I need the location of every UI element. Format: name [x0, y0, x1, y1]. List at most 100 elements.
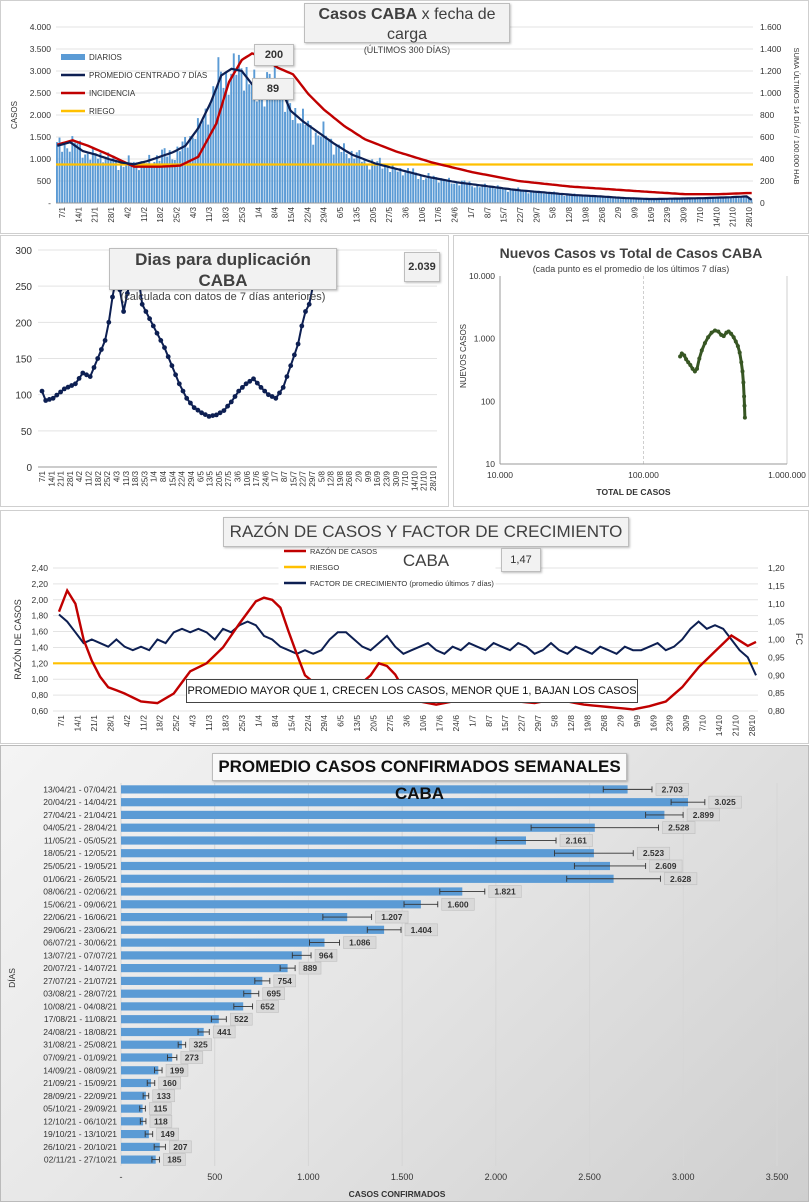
- x-tick-label: 13/5: [206, 470, 215, 486]
- x-tick-label: 1.500: [391, 1172, 414, 1182]
- diarios-bar: [294, 108, 297, 203]
- x-tick-label: 21/1: [89, 715, 99, 732]
- diarios-bar: [519, 189, 522, 203]
- duplicacion-point: [50, 395, 56, 401]
- x-tick-label: 24/6: [451, 715, 461, 732]
- x-tick-label: 25/2: [171, 715, 181, 732]
- diarios-bar: [125, 163, 128, 203]
- diarios-bar: [371, 159, 374, 203]
- diarios-bar: [237, 54, 240, 204]
- y-tick-label: 0: [26, 463, 32, 474]
- diarios-bar: [194, 138, 197, 203]
- x-tick-label: 10/6: [418, 715, 428, 732]
- data-label: 2.628: [670, 874, 692, 884]
- diarios-bar: [291, 120, 294, 203]
- x-tick-label: 3.500: [766, 1172, 789, 1182]
- diarios-bar: [565, 193, 568, 203]
- data-label: 1.600: [447, 899, 469, 909]
- duplicacion-point: [73, 381, 78, 387]
- diarios-bar: [130, 163, 133, 203]
- diarios-bar: [535, 192, 538, 203]
- x-tick-label: 25/2: [103, 470, 112, 486]
- y2-tick-label: 800: [760, 110, 774, 120]
- diarios-bar: [240, 68, 243, 203]
- y2-tick-label: 0,80: [768, 706, 785, 716]
- x-tick-label: 19/8: [336, 470, 345, 486]
- diarios-bar: [496, 185, 499, 203]
- diarios-bar: [261, 95, 263, 203]
- y2-tick-label: 200: [760, 176, 774, 186]
- data-label-box: [708, 795, 742, 809]
- category-label: 21/09/21 - 15/09/21: [43, 1078, 117, 1088]
- duplicacion-point: [65, 384, 71, 390]
- data-label-box: [156, 1127, 179, 1141]
- diarios-bar: [58, 137, 61, 203]
- x-tick-label: 12/8: [327, 470, 336, 486]
- diarios-bar: [68, 151, 71, 203]
- diarios-bar: [378, 157, 381, 203]
- category-label: 12/10/21 - 06/10/21: [43, 1116, 117, 1126]
- diarios-bar: [107, 152, 110, 203]
- legend-label: FACTOR DE CRECIMIENTO (promedio últimos …: [310, 579, 494, 588]
- diarios-bar: [179, 151, 181, 203]
- x-tick-label: 1/7: [467, 715, 477, 727]
- semanal-bar: [121, 938, 325, 947]
- diarios-bar: [368, 169, 371, 203]
- x-tick-label: 26/8: [598, 206, 607, 222]
- data-label: 2.609: [655, 861, 677, 871]
- duplicacion-point: [292, 352, 297, 358]
- x-tick-label: 11/2: [138, 715, 148, 731]
- diarios-bar: [563, 196, 566, 203]
- diarios-bar: [250, 82, 253, 203]
- x-tick-label: 10/6: [243, 470, 252, 486]
- duplicacion-point: [191, 405, 197, 411]
- x-tick-label: 29/7: [532, 206, 541, 222]
- diarios-bar: [345, 153, 348, 203]
- x-tick-label: 15/4: [168, 470, 177, 486]
- data-label: 3.025: [714, 797, 736, 807]
- semanal-bar: [121, 810, 665, 819]
- category-label: 27/07/21 - 21/07/21: [43, 976, 117, 986]
- category-label: 14/09/21 - 08/09/21: [43, 1065, 117, 1075]
- x-tick-label: 21/10: [729, 206, 738, 227]
- casos-chart-title: Casos CABA x fecha de carga (ÚLTIMOS 300…: [304, 3, 510, 55]
- y-tick-label: 10.000: [469, 271, 495, 281]
- data-label-box: [343, 936, 377, 949]
- semanal-bar: [121, 913, 348, 922]
- y-tick-label: 1,20: [31, 658, 48, 668]
- data-label-box: [488, 885, 522, 898]
- diarios-bar: [337, 144, 340, 203]
- x-tick-label: 20/5: [215, 470, 224, 486]
- diarios-bar: [440, 178, 443, 203]
- legend-label: RAZÓN DE CASOS: [310, 547, 377, 556]
- diarios-bar: [73, 142, 76, 203]
- diarios-bar: [325, 135, 327, 203]
- x-tick-label: 10/6: [418, 206, 427, 222]
- semanal-bar: [121, 925, 385, 934]
- diarios-bar: [350, 150, 353, 203]
- nuevos-point: [688, 363, 693, 367]
- diarios-bar: [168, 150, 171, 203]
- x-tick-label: 5/8: [317, 470, 326, 482]
- diarios-bar: [412, 168, 415, 203]
- diarios-bar: [568, 194, 571, 203]
- duplicacion-point: [54, 392, 60, 398]
- diarios-bar: [560, 194, 563, 203]
- x-tick-label: 5/8: [549, 206, 558, 218]
- x-tick-label: 11/2: [85, 470, 94, 486]
- x-tick-label: 21/10: [731, 715, 741, 737]
- duplicacion-point: [210, 413, 216, 418]
- x-tick-label: 11/3: [122, 470, 131, 486]
- diarios-bar: [302, 108, 304, 203]
- diarios-bar: [729, 197, 732, 203]
- semanal-bar: [121, 964, 288, 973]
- x-tick-label: 1/4: [150, 470, 159, 482]
- data-label-box: [655, 783, 689, 796]
- x-tick-label: 10.000: [487, 470, 513, 480]
- diarios-bar: [112, 155, 115, 203]
- x-tick-label: 4/2: [123, 206, 132, 218]
- category-label: 20/04/21 - 14/04/21: [43, 797, 117, 807]
- x-tick-label: 18/2: [155, 715, 165, 732]
- diarios-bar: [84, 154, 87, 203]
- casos-callout-promedio: 89: [252, 78, 294, 100]
